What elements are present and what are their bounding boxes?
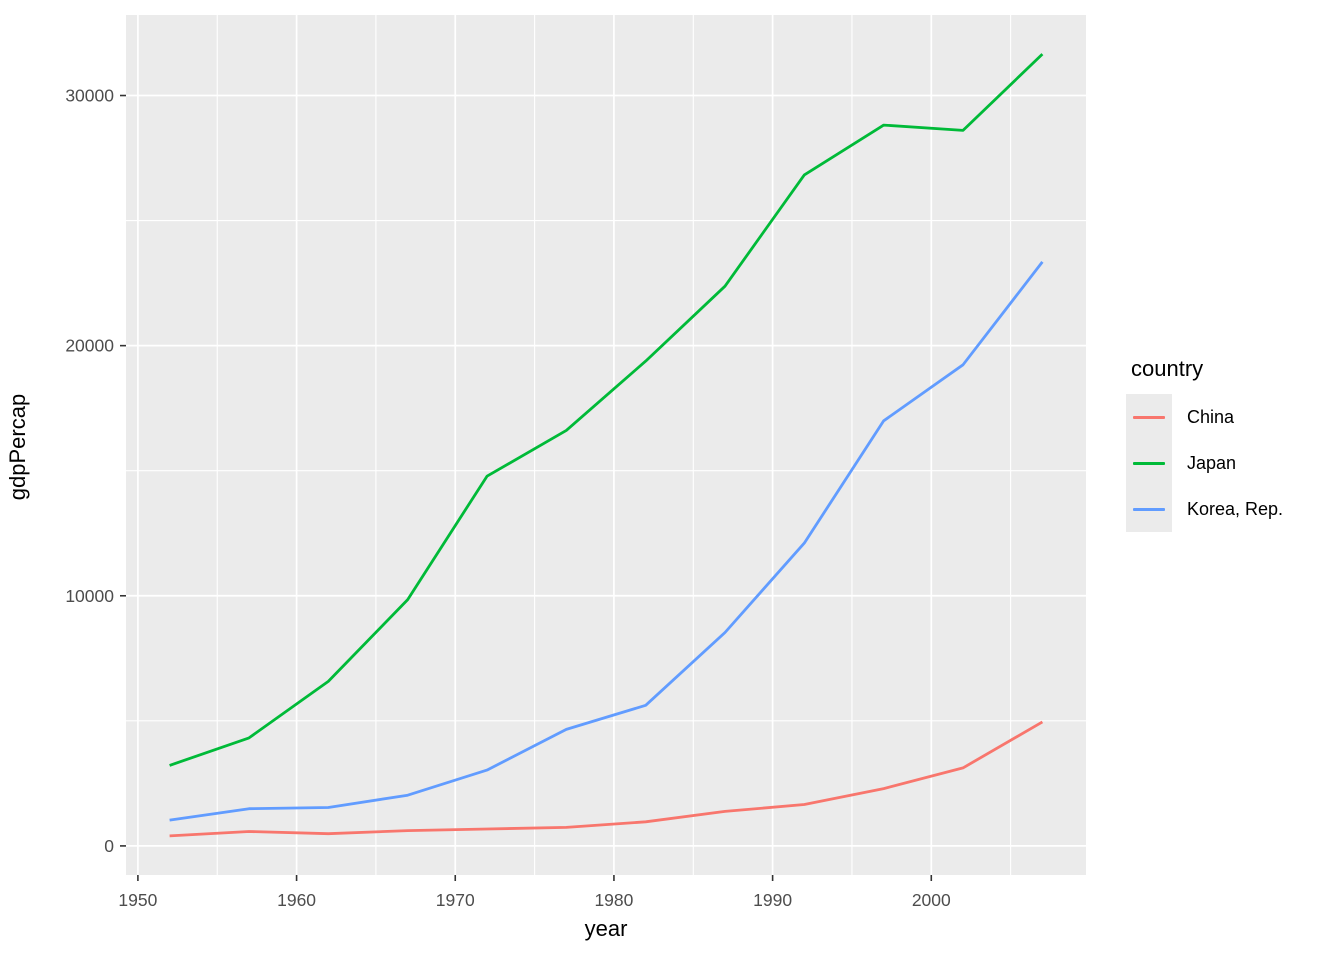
legend-item-japan: Japan xyxy=(1126,440,1283,486)
y-axis-tick-label: 20000 xyxy=(65,336,114,356)
legend-item-label: Korea, Rep. xyxy=(1187,498,1284,519)
x-axis-tick-label: 2000 xyxy=(912,890,951,910)
x-axis-tick-label: 1970 xyxy=(436,890,475,910)
legend-item-china: China xyxy=(1126,394,1283,440)
y-axis-tick-label: 30000 xyxy=(65,86,114,106)
legend-title: country xyxy=(1131,356,1204,381)
x-axis-tick-label: 1950 xyxy=(118,890,157,910)
legend-key-line-icon xyxy=(1133,507,1165,511)
x-axis-tick-label: 1960 xyxy=(277,890,316,910)
legend-key-swatch xyxy=(1126,440,1172,486)
legend-key-line-icon xyxy=(1133,461,1165,465)
x-axis-title: year xyxy=(584,916,628,941)
legend: country China Japan Korea, Rep. xyxy=(1126,356,1283,532)
plot-panel xyxy=(126,15,1086,875)
legend-key-swatch xyxy=(1126,394,1172,440)
series-line-korea-rep xyxy=(169,261,1044,822)
legend-item-label: China xyxy=(1187,406,1235,427)
legend-key-swatch xyxy=(1126,486,1172,532)
series-line-china xyxy=(169,720,1044,838)
legend-key-line-icon xyxy=(1133,415,1165,419)
y-axis-tick-label: 0 xyxy=(104,836,114,856)
y-axis-tick-label: 10000 xyxy=(65,586,114,606)
series-line-japan xyxy=(169,53,1044,767)
x-axis-tick-label: 1980 xyxy=(594,890,633,910)
x-axis-tick-label: 1990 xyxy=(753,890,792,910)
y-axis-title: gdpPercap xyxy=(5,393,30,501)
legend-items: China Japan Korea, Rep. xyxy=(1126,394,1283,532)
legend-item-label: Japan xyxy=(1187,452,1237,473)
legend-item-korea-rep: Korea, Rep. xyxy=(1126,486,1283,532)
